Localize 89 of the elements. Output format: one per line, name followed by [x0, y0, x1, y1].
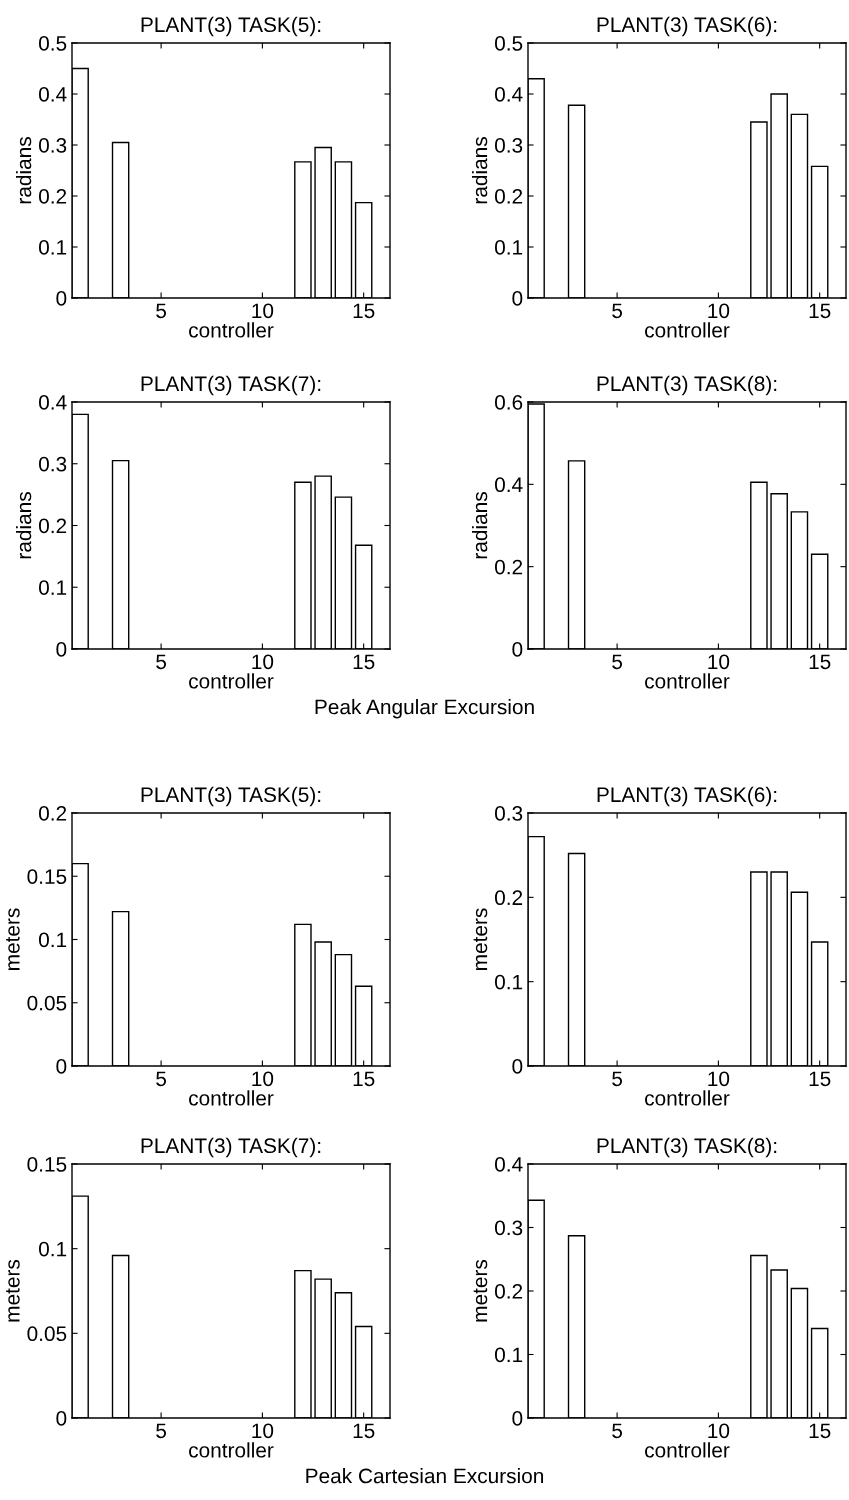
y-tick-label: 0: [512, 642, 523, 657]
chart-title: PLANT(3) TASK(6):: [597, 16, 777, 37]
y-tick-label: 0.3: [494, 806, 523, 821]
x-tick-label: 15: [809, 1071, 831, 1087]
x-tick-label: 5: [156, 654, 167, 670]
y-tick-label: 0: [56, 642, 67, 657]
x-tick-label: 5: [156, 1071, 167, 1087]
x-tick-label: 10: [708, 303, 730, 319]
chart-title: PLANT(3) TASK(7):: [141, 1137, 321, 1158]
y-tick-label: 0.15: [27, 869, 67, 884]
y-axis-title: meters: [6, 1259, 20, 1322]
y-tick-label: 0.2: [38, 806, 67, 821]
y-axis-title: radians: [15, 137, 32, 204]
x-axis-title: controller: [645, 1442, 730, 1458]
y-tick-label: 0.4: [494, 87, 523, 102]
y-tick-label: 0.3: [38, 456, 67, 472]
y-tick-label: 0: [512, 1411, 523, 1426]
text: Peak Cartesian Excursion: [306, 1468, 543, 1484]
x-tick-label: 5: [612, 303, 623, 319]
x-tick-label: 5: [156, 303, 167, 319]
x-tick-label: 5: [612, 654, 623, 670]
chart-title: PLANT(3) TASK(5):: [141, 786, 321, 807]
text: Peak Angular Excursion: [315, 699, 534, 719]
y-tick-label: 0.1: [494, 974, 523, 990]
x-tick-label: 10: [252, 654, 274, 670]
x-tick-label: 15: [809, 654, 831, 670]
y-tick-label: 0.4: [38, 87, 67, 102]
x-tick-label: 10: [708, 654, 730, 670]
y-axis-title: radians: [471, 137, 488, 204]
y-tick-label: 0: [512, 1059, 523, 1074]
y-axis-title: meters: [6, 908, 20, 970]
y-tick-label: 0.1: [38, 932, 67, 948]
y-tick-label: 0.4: [494, 477, 523, 493]
y-tick-label: 0.4: [494, 1157, 523, 1172]
y-tick-label: 0.2: [38, 518, 67, 534]
y-tick-label: 0: [56, 1059, 67, 1074]
y-tick-label: 0.1: [38, 1241, 67, 1257]
x-axis-title: controller: [645, 322, 730, 338]
y-tick-label: 0.1: [38, 240, 67, 255]
y-tick-label: 0.2: [494, 189, 523, 204]
x-tick-label: 5: [612, 1423, 623, 1439]
y-tick-label: 0.5: [38, 36, 67, 51]
x-tick-label: 10: [252, 303, 274, 319]
y-tick-label: 0.1: [494, 1347, 523, 1363]
x-tick-label: 15: [353, 654, 375, 670]
x-tick-label: 10: [708, 1423, 730, 1439]
y-tick-label: 0.15: [27, 1157, 67, 1172]
y-axis-title: radians: [471, 492, 488, 559]
y-tick-label: 0: [56, 1411, 67, 1426]
y-tick-label: 0.3: [494, 138, 523, 153]
x-axis-title: controller: [645, 1090, 730, 1106]
x-tick-label: 10: [252, 1071, 274, 1087]
x-axis-title: controller: [189, 322, 274, 338]
x-axis-title: controller: [189, 1442, 274, 1458]
y-tick-label: 0.05: [27, 995, 67, 1011]
x-axis-title: controller: [189, 1090, 274, 1106]
y-tick-label: 0.3: [38, 138, 67, 153]
chart-title: PLANT(3) TASK(8):: [597, 1137, 777, 1158]
y-tick-label: 0.2: [494, 890, 523, 906]
y-tick-label: 0.2: [38, 189, 67, 204]
y-axis-title: radians: [15, 492, 32, 559]
x-axis-title: controller: [189, 673, 274, 689]
x-tick-label: 5: [612, 1071, 623, 1087]
y-axis-title: meters: [473, 1259, 488, 1322]
y-tick-label: 0.05: [27, 1326, 67, 1342]
y-tick-label: 0: [56, 291, 67, 306]
chart-title: PLANT(3) TASK(7):: [141, 375, 321, 396]
x-tick-label: 15: [353, 303, 375, 319]
x-tick-label: 5: [156, 1423, 167, 1439]
x-axis-title: controller: [645, 673, 730, 689]
chart-title: PLANT(3) TASK(6):: [597, 786, 777, 807]
x-tick-label: 10: [708, 1071, 730, 1087]
x-tick-label: 15: [809, 1423, 831, 1439]
y-tick-label: 0.1: [494, 240, 523, 255]
y-tick-label: 0.6: [494, 395, 523, 410]
y-tick-label: 0.1: [38, 580, 67, 595]
x-tick-label: 15: [809, 303, 831, 319]
y-tick-label: 0.3: [494, 1220, 523, 1236]
y-tick-label: 0.2: [494, 559, 523, 575]
x-tick-label: 15: [353, 1071, 375, 1087]
chart-title: PLANT(3) TASK(8):: [597, 375, 777, 396]
x-tick-label: 10: [252, 1423, 274, 1439]
x-tick-label: 15: [353, 1423, 375, 1439]
y-tick-label: 0.2: [494, 1284, 523, 1299]
y-tick-label: 0.5: [494, 36, 523, 51]
y-tick-label: 0: [512, 291, 523, 306]
y-tick-label: 0.4: [38, 395, 67, 410]
y-axis-title: meters: [473, 908, 488, 970]
chart-title: PLANT(3) TASK(5):: [141, 16, 321, 37]
